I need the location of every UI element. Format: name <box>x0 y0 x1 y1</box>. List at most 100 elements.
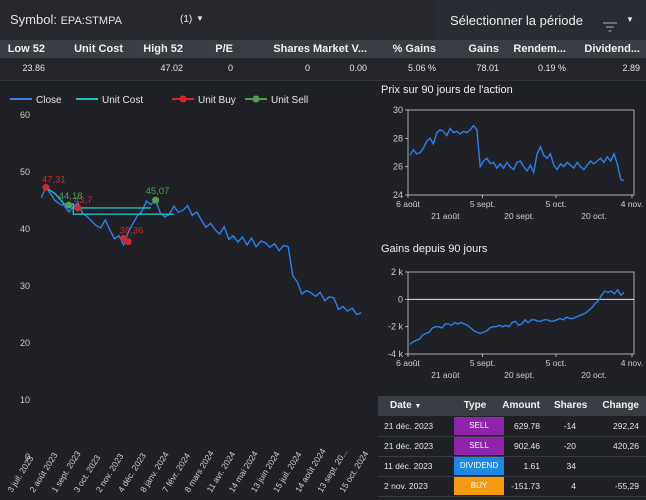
plot-frame <box>407 109 635 196</box>
x-tick-label-minor: 20 sept. <box>504 370 534 380</box>
chevron-down-icon[interactable]: ▼ <box>626 15 634 24</box>
col-shares[interactable]: Shares <box>554 400 588 411</box>
y-tick-label: 28 <box>393 133 403 143</box>
x-tick-label-minor: 20 oct. <box>581 370 607 380</box>
table-row[interactable]: 2 nov. 2023 BUY -151.73 4 -55,29 <box>378 476 646 497</box>
gains-90-days-chart: -4 k -2 k 0 2 k 6 août 5 sept. 5 oct. 4 nov. 21 … <box>388 267 644 380</box>
stats-header-row <box>0 40 646 58</box>
sell-point[interactable] <box>65 201 73 209</box>
row-amount: -151.73 <box>511 481 540 491</box>
y-tick-label: -4 k <box>388 349 404 359</box>
stats-value-row <box>0 58 646 81</box>
x-tick-label-minor: 20 oct. <box>581 211 607 221</box>
row-date: 2 nov. 2023 <box>384 481 428 491</box>
y-tick-label: 24 <box>393 190 403 200</box>
filter-icon[interactable] <box>603 22 617 32</box>
buy-point[interactable] <box>74 204 82 212</box>
legend-label-unit-cost[interactable]: Unit Cost <box>102 95 143 106</box>
period-label[interactable]: Sélectionner la période <box>450 13 583 28</box>
x-tick-label: 6 août <box>396 199 420 209</box>
sell-point[interactable] <box>152 196 160 204</box>
row-shares: 4 <box>571 481 576 491</box>
buy-point-label: 38,36 <box>120 225 144 236</box>
x-tick-label-minor: 21 août <box>431 211 460 221</box>
symbol-selector[interactable]: Symbol: EPA:STMPA <box>10 12 122 27</box>
row-amount: 629.78 <box>514 421 540 431</box>
stats-header-4[interactable]: Shares <box>273 43 310 55</box>
stats-value-0: 23.86 <box>22 63 45 73</box>
stats-header-1[interactable]: Unit Cost <box>74 43 123 55</box>
col-date[interactable]: Date ▼ <box>390 400 421 411</box>
legend-label-unit-buy[interactable]: Unit Buy <box>198 95 236 106</box>
stats-header-3[interactable]: P/E <box>215 43 233 55</box>
y-tick-label: -2 k <box>388 322 404 332</box>
row-shares: -20 <box>563 441 576 451</box>
series-line <box>409 288 625 345</box>
col-change[interactable]: Change <box>602 400 639 411</box>
y-tick-label: 26 <box>393 162 403 172</box>
type-badge: BUY <box>454 477 504 495</box>
stats-header-5[interactable]: Market V... <box>312 43 367 55</box>
x-tick-label: 6 août <box>396 358 420 368</box>
stats-value-2: 47.02 <box>160 63 183 73</box>
period-selector[interactable]: Sélectionner la période ▼ <box>435 0 646 40</box>
row-change: 420,26 <box>613 441 639 451</box>
y-tick-label: 0 <box>25 452 30 462</box>
row-shares: 34 <box>566 461 576 471</box>
stats-value-8: 0.19 % <box>537 63 566 73</box>
row-date: 11 déc. 2023 <box>384 461 433 471</box>
transactions-header: Date ▼ Type Amount Shares Change <box>378 396 646 416</box>
price-history-chart: 0 10 20 30 40 50 60 Close Unit Cost Unit Buy Unit … <box>5 95 370 494</box>
table-row[interactable]: 21 déc. 2023 SELL 902.46 -20 420,26 <box>378 436 646 457</box>
y-tick-label: 10 <box>20 395 30 405</box>
plot-frame <box>407 271 635 355</box>
legend-label-unit-sell[interactable]: Unit Sell <box>271 95 308 106</box>
stats-header-7[interactable]: Gains <box>468 43 499 55</box>
row-amount: 1.61 <box>523 461 540 471</box>
x-tick-label: 5 oct. <box>546 199 567 209</box>
x-tick-label: 5 sept. <box>470 358 496 368</box>
row-change: 292,24 <box>613 421 639 431</box>
symbol-label: Symbol: <box>10 12 57 27</box>
stats-value-6: 5.06 % <box>407 63 436 73</box>
y-tick-label: 30 <box>393 105 403 115</box>
stats-header-6[interactable]: % Gains <box>392 43 436 55</box>
y-tick-label: 40 <box>20 224 30 234</box>
buy-point[interactable] <box>42 183 50 191</box>
stats-header-2[interactable]: High 52 <box>143 43 183 55</box>
row-date: 21 déc. 2023 <box>384 441 434 451</box>
close-series-line <box>40 186 362 316</box>
col-amount[interactable]: Amount <box>502 400 540 411</box>
y-tick-label: 20 <box>20 338 30 348</box>
sort-down-icon[interactable]: ▼ <box>414 403 422 410</box>
type-badge: SELL <box>454 417 504 435</box>
stats-header-9[interactable]: Dividend... <box>584 43 640 55</box>
row-date: 21 déc. 2023 <box>384 421 434 431</box>
price-90-days-title: Prix sur 90 jours de l'action <box>381 84 513 96</box>
table-row[interactable]: 21 déc. 2023 SELL 629.78 -14 292,24 <box>378 416 646 437</box>
type-badge: DIVIDEND <box>454 457 504 475</box>
col-type[interactable]: Type <box>463 400 487 411</box>
x-tick-label: 5 oct. <box>546 358 567 368</box>
x-tick-label-minor: 21 août <box>431 370 460 380</box>
symbol-value[interactable]: EPA:STMPA <box>60 15 122 27</box>
stats-table <box>0 40 646 81</box>
y-tick-label: 30 <box>20 281 30 291</box>
legend-label-close[interactable]: Close <box>36 95 62 106</box>
stats-header-0[interactable]: Low 52 <box>7 43 45 55</box>
series-line <box>409 124 625 182</box>
table-row[interactable]: 11 déc. 2023 DIVIDEND 1.61 34 <box>378 456 646 477</box>
stats-header-8[interactable]: Rendem... <box>513 43 566 55</box>
chevron-down-icon[interactable]: ▼ <box>196 14 204 23</box>
y-tick-label: 0 <box>398 294 403 304</box>
legend-marker-unit-buy <box>179 95 187 103</box>
stats-value-4: 0 <box>304 63 310 73</box>
symbol-count-badge: (1) <box>180 14 193 25</box>
unit-cost-line <box>72 207 174 215</box>
chart-legend: Close Unit Cost Unit Buy Unit Sell <box>10 95 308 106</box>
stats-value-7: 78.01 <box>476 63 499 73</box>
buy-point-label: 47,31 <box>42 174 66 185</box>
x-tick-label: 4 nov. <box>621 358 644 368</box>
buy-point[interactable] <box>124 238 132 246</box>
x-tick-label: 5 sept. <box>470 199 496 209</box>
